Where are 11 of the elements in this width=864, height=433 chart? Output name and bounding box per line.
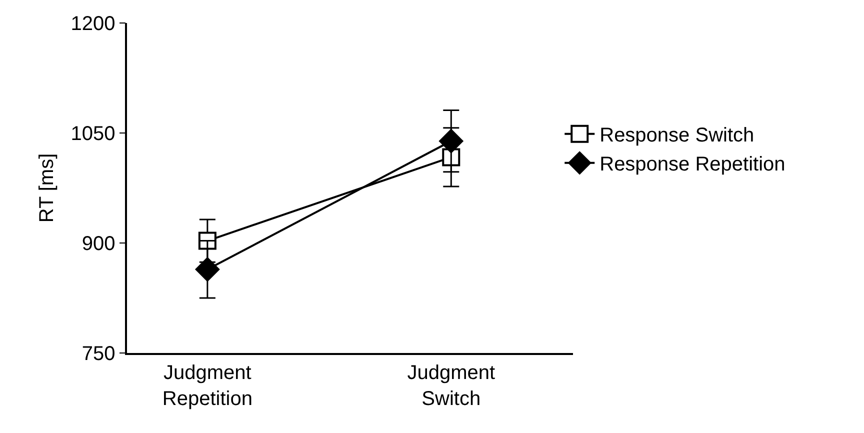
y-tick-label: 900 bbox=[82, 233, 116, 255]
y-tick-label: 1200 bbox=[70, 13, 116, 35]
point bbox=[195, 257, 220, 282]
y-tick-label: 750 bbox=[82, 343, 116, 365]
y-axis-title: RT [ms] bbox=[36, 153, 58, 223]
legend-label: Response Repetition bbox=[600, 154, 786, 176]
y-tick-label: 1050 bbox=[70, 123, 116, 145]
point bbox=[439, 129, 464, 154]
legend-label: Response Switch bbox=[600, 124, 754, 147]
x-tick-label: Judgment Repetition bbox=[162, 362, 252, 410]
x-tick-label: Judgment Switch bbox=[407, 362, 496, 410]
